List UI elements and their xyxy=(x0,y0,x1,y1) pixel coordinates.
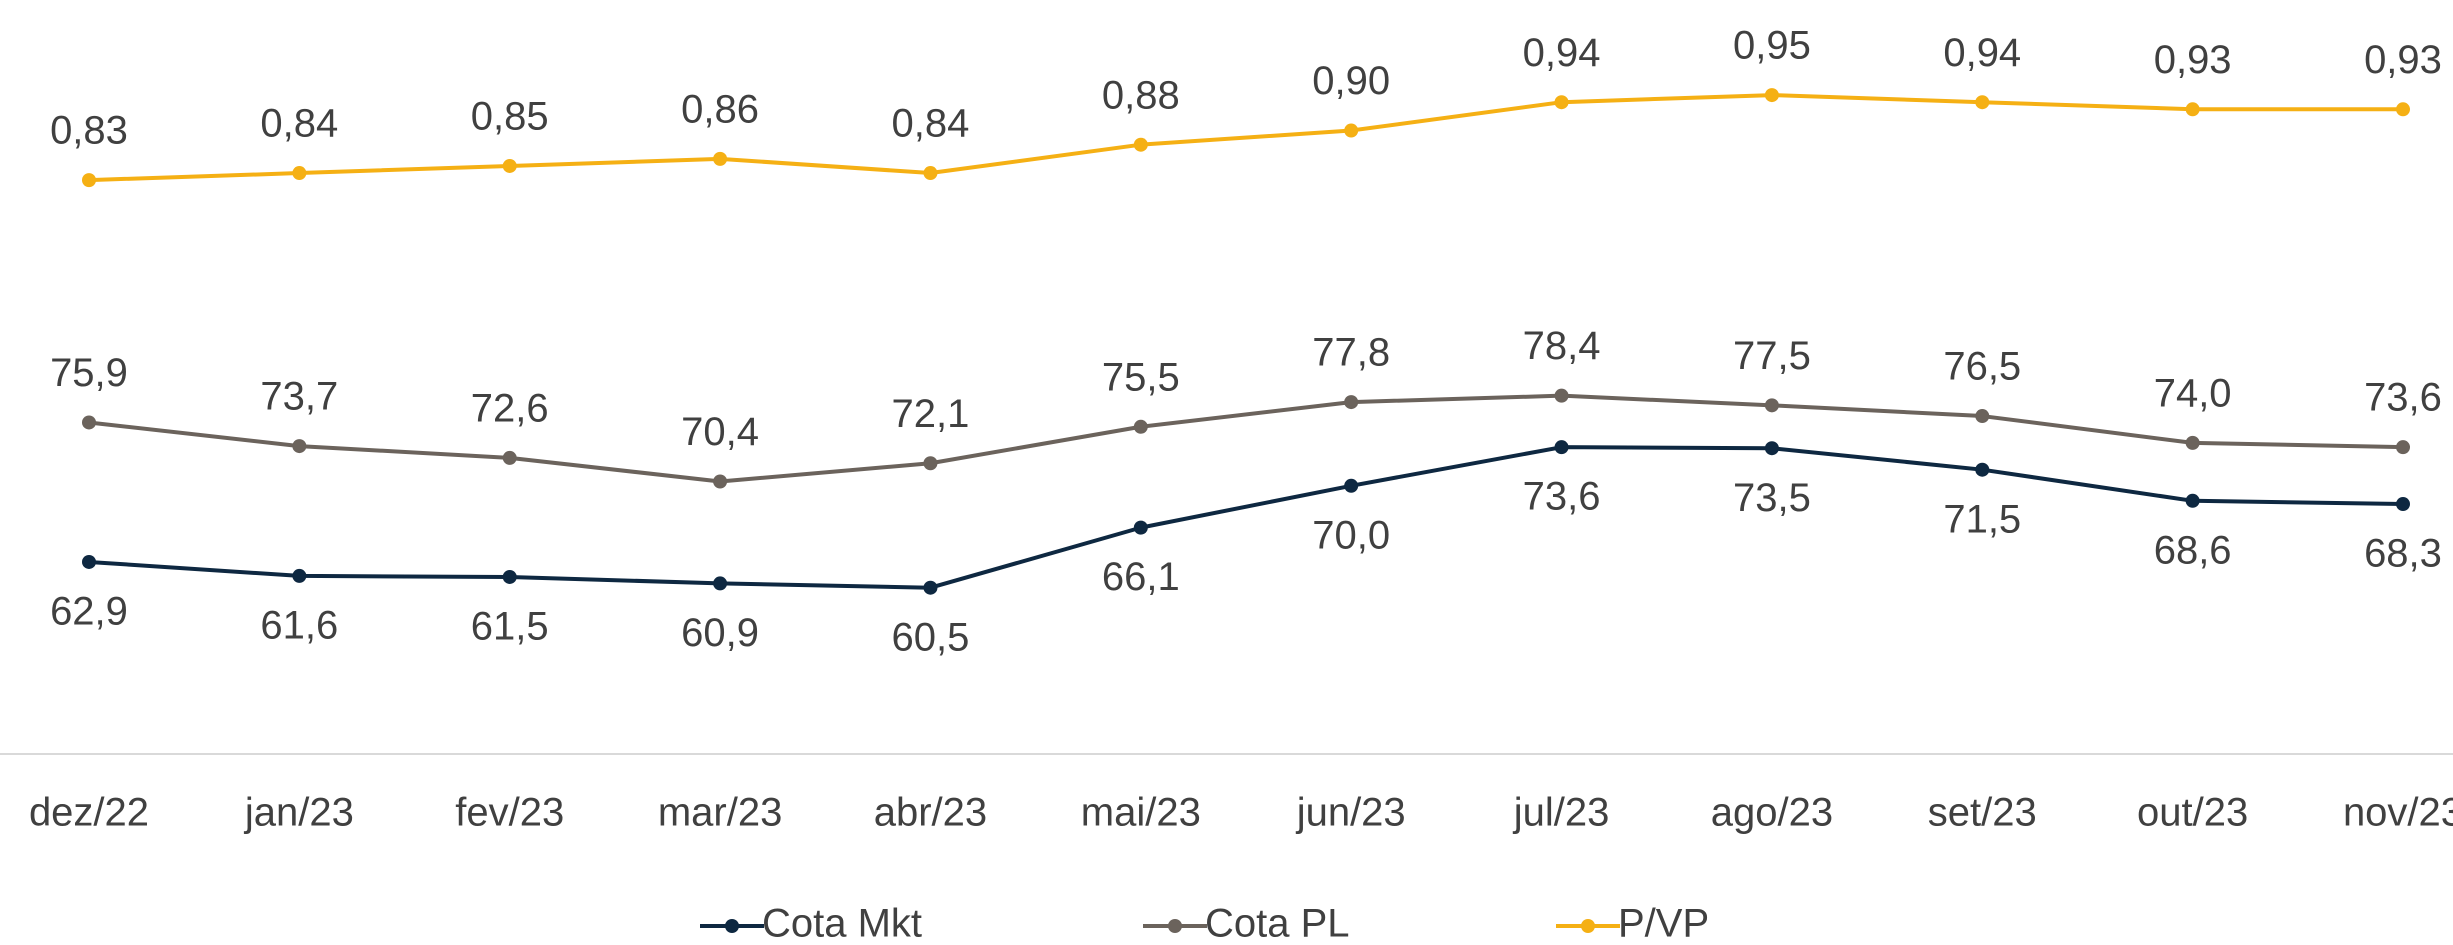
legend-swatch-marker xyxy=(1581,919,1595,933)
data-label: 0,86 xyxy=(681,87,759,131)
data-label: 68,3 xyxy=(2364,532,2442,576)
data-label: 0,94 xyxy=(1523,31,1601,75)
legend-swatch-marker xyxy=(725,919,739,933)
data-point xyxy=(502,450,517,465)
data-point xyxy=(923,456,938,471)
data-point xyxy=(2396,497,2410,512)
data-point xyxy=(1764,441,1779,456)
data-point xyxy=(1133,520,1148,535)
x-tick-label: dez/22 xyxy=(29,791,149,835)
data-point xyxy=(2396,102,2410,117)
data-point xyxy=(82,415,96,430)
data-label: 76,5 xyxy=(1943,345,2021,389)
data-label: 60,5 xyxy=(892,615,970,659)
data-label: 0,90 xyxy=(1312,59,1390,103)
data-label: 66,1 xyxy=(1102,555,1180,599)
data-label: 61,6 xyxy=(260,603,338,647)
data-point xyxy=(713,151,728,166)
data-label: 75,9 xyxy=(50,351,128,395)
x-tick-label: out/23 xyxy=(2137,791,2248,835)
data-point xyxy=(2185,102,2200,117)
data-label: 70,4 xyxy=(681,410,759,454)
data-point xyxy=(502,158,517,173)
data-point xyxy=(1975,409,1990,424)
data-label: 68,6 xyxy=(2154,528,2232,572)
x-tick-label: abr/23 xyxy=(874,791,987,835)
data-point xyxy=(292,568,307,583)
legend-label: Cota PL xyxy=(1205,902,1350,945)
data-label: 0,83 xyxy=(50,109,128,153)
x-tick-label: jun/23 xyxy=(1296,791,1406,835)
data-label: 0,85 xyxy=(471,95,549,139)
data-label: 77,8 xyxy=(1312,331,1390,375)
data-label: 75,5 xyxy=(1102,355,1180,399)
data-label: 60,9 xyxy=(681,611,759,655)
series-line xyxy=(88,445,2404,590)
data-label: 73,6 xyxy=(2364,376,2442,420)
data-point xyxy=(82,173,96,188)
x-tick-label: ago/23 xyxy=(1711,791,1833,835)
data-label: 0,93 xyxy=(2154,38,2232,82)
x-tick-label: jul/23 xyxy=(1513,791,1610,835)
data-point xyxy=(1554,440,1569,455)
x-tick-label: jan/23 xyxy=(244,791,354,835)
legend-swatch-marker xyxy=(1168,919,1182,933)
data-point xyxy=(502,569,517,584)
x-tick-label: nov/23 xyxy=(2343,791,2453,835)
series-line xyxy=(88,93,2403,183)
x-tick-label: set/23 xyxy=(1928,791,2037,835)
data-point xyxy=(1975,462,1990,477)
data-label: 0,84 xyxy=(260,102,338,146)
legend-label: Cota Mkt xyxy=(762,902,922,945)
data-label: 0,93 xyxy=(2364,38,2442,82)
data-point xyxy=(1344,395,1359,410)
data-label: 0,88 xyxy=(1102,73,1180,117)
data-point xyxy=(2185,493,2200,508)
data-point xyxy=(1344,123,1359,138)
legend-label: P/VP xyxy=(1618,902,1709,945)
data-label: 0,94 xyxy=(1943,31,2021,75)
data-label: 72,1 xyxy=(892,392,970,436)
data-point xyxy=(713,474,728,489)
data-label: 0,84 xyxy=(892,102,970,146)
data-point xyxy=(923,166,938,181)
data-point xyxy=(1344,478,1359,493)
data-label: 0,95 xyxy=(1733,24,1811,68)
data-point xyxy=(292,439,307,454)
data-label: 73,5 xyxy=(1733,476,1811,520)
data-point xyxy=(2396,440,2410,455)
data-point xyxy=(713,576,728,591)
data-point xyxy=(1133,137,1148,152)
data-label: 71,5 xyxy=(1943,497,2021,541)
data-point xyxy=(1133,419,1148,434)
data-label: 61,5 xyxy=(471,605,549,649)
data-label: 72,6 xyxy=(471,386,549,430)
data-point xyxy=(1554,95,1569,110)
data-label: 62,9 xyxy=(50,590,128,634)
data-point xyxy=(1975,95,1990,110)
data-point xyxy=(82,554,96,569)
x-tick-label: mai/23 xyxy=(1081,791,1201,835)
data-point xyxy=(2185,435,2200,450)
data-point xyxy=(1554,388,1569,403)
data-label: 77,5 xyxy=(1733,334,1811,378)
data-label: 73,7 xyxy=(260,375,338,419)
data-point xyxy=(1764,88,1779,103)
data-point xyxy=(1764,398,1779,413)
data-point xyxy=(292,166,307,181)
x-tick-label: mar/23 xyxy=(658,791,783,835)
data-label: 74,0 xyxy=(2154,371,2232,415)
data-label: 78,4 xyxy=(1523,324,1601,368)
data-label: 70,0 xyxy=(1312,513,1390,557)
data-point xyxy=(923,580,938,595)
data-label: 73,6 xyxy=(1523,475,1601,519)
series-line xyxy=(88,393,2404,484)
x-tick-label: fev/23 xyxy=(455,791,564,835)
